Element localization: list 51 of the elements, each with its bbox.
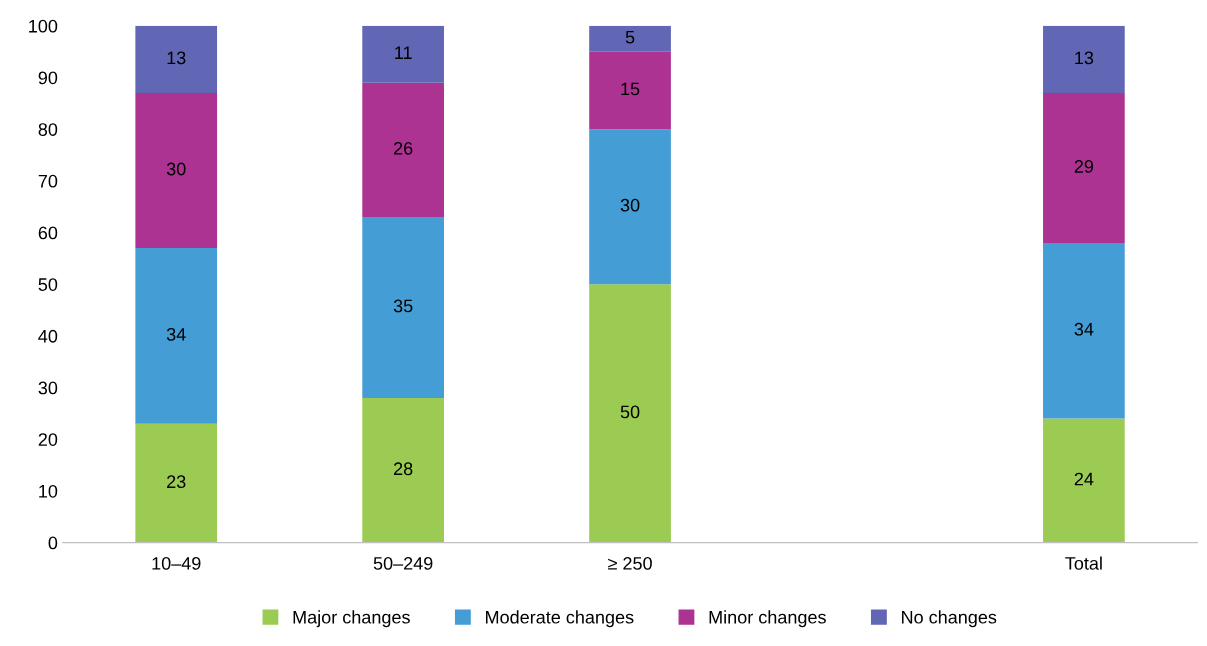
- data-label: 26: [394, 141, 413, 155]
- x-tick-label: ≥ 250: [608, 557, 652, 570]
- bar: [135, 25, 218, 94]
- y-tick-label: 40: [38, 329, 58, 343]
- data-label: 23: [167, 475, 186, 489]
- bar: [1043, 93, 1125, 243]
- legend-label: Minor changes: [709, 610, 826, 628]
- bar: [589, 51, 671, 130]
- y-tick-label: 20: [38, 433, 58, 446]
- data-label: 30: [620, 198, 640, 212]
- data-label: 11: [395, 46, 412, 59]
- bar: [362, 397, 444, 543]
- x-tick-label: Total: [1065, 556, 1102, 570]
- legend-label: Major changes: [293, 610, 410, 628]
- legend-label: Moderate changes: [486, 610, 634, 628]
- data-label: 24: [1074, 472, 1094, 486]
- bar: [1043, 242, 1125, 419]
- data-label: 13: [167, 51, 186, 65]
- bar: [135, 423, 218, 543]
- data-label: 15: [621, 82, 640, 96]
- y-tick-label: 0: [48, 536, 58, 550]
- y-tick-label: 70: [38, 174, 58, 188]
- data-label: 13: [1075, 51, 1094, 65]
- bar: [135, 93, 218, 249]
- data-label: 29: [1074, 160, 1094, 173]
- x-tick-label: 10–49: [152, 557, 201, 570]
- legend-label: No changes: [902, 610, 997, 628]
- y-tick-label: 60: [38, 226, 58, 240]
- data-label: 34: [1074, 322, 1094, 336]
- data-label: 5: [625, 31, 635, 44]
- data-label: 50: [620, 405, 640, 419]
- bar: [362, 25, 444, 83]
- bar: [589, 129, 671, 285]
- bar: [135, 248, 218, 424]
- bar: [589, 25, 671, 52]
- y-tick-label: 100: [29, 19, 58, 33]
- bar: [362, 82, 444, 218]
- y-tick-label: 10: [39, 484, 58, 498]
- bar: [1043, 25, 1125, 94]
- y-tick-label: 90: [38, 71, 58, 85]
- y-tick-label: 80: [38, 123, 58, 136]
- bar: [1043, 418, 1125, 543]
- x-tick-label: 50–249: [373, 557, 433, 570]
- y-tick-label: 50: [38, 278, 58, 291]
- data-label: 34: [166, 327, 186, 341]
- data-label: 28: [394, 462, 413, 476]
- bar: [589, 284, 671, 543]
- data-label: 30: [166, 162, 186, 176]
- bar: [362, 217, 444, 398]
- y-tick-label: 30: [38, 381, 58, 395]
- data-label: 35: [393, 299, 413, 313]
